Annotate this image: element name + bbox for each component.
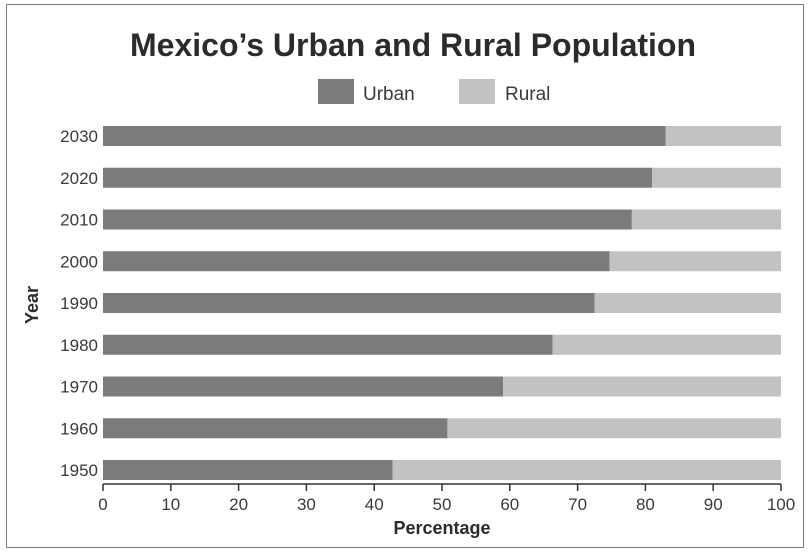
x-tick-label-10: 10 (161, 495, 180, 514)
bar-urban-1950 (103, 460, 393, 480)
bar-rural-2010 (631, 209, 781, 230)
bar-urban-2000 (103, 251, 610, 272)
legend-label-rural: Rural (505, 84, 550, 105)
chart-title: Mexico’s Urban and Rural Population (130, 27, 696, 63)
x-tick-label-90: 90 (704, 495, 723, 514)
bar-urban-1990 (103, 293, 595, 313)
x-tick-label-80: 80 (636, 495, 655, 514)
y-tick-label-1980: 1980 (60, 336, 98, 355)
y-tick-labels: 2030 2020 2010 2000 1990 1980 1970 1960 1950 (60, 127, 98, 480)
x-axis-title: Percentage (393, 518, 490, 538)
x-tick-label-100: 100 (767, 495, 795, 514)
x-tick-label-60: 60 (500, 495, 519, 514)
y-tick-label-1970: 1970 (60, 378, 98, 397)
legend-swatch-urban (318, 79, 354, 104)
x-tick-label-70: 70 (568, 495, 587, 514)
legend-label-urban: Urban (363, 84, 415, 105)
y-tick-label-1960: 1960 (60, 419, 98, 438)
bar-rural-1990 (594, 293, 781, 313)
bar-urban-2020 (103, 167, 653, 188)
bar-rural-1980 (552, 334, 781, 355)
bar-rural-1970 (503, 376, 781, 397)
x-tick-label-0: 0 (98, 495, 107, 514)
legend: Urban Rural (318, 79, 550, 105)
y-tick-label-2010: 2010 (60, 211, 98, 230)
y-tick-label-2030: 2030 (60, 127, 98, 146)
x-tick-label-30: 30 (297, 495, 316, 514)
bar-urban-2030 (103, 126, 666, 146)
x-ticks: 0 10 20 30 40 50 60 70 80 90 100 (98, 484, 795, 514)
y-tick-label-2000: 2000 (60, 252, 98, 271)
y-tick-label-2020: 2020 (60, 169, 98, 188)
bar-urban-1960 (103, 418, 448, 439)
bar-urban-1980 (103, 334, 553, 355)
bar-rural-1960 (447, 418, 781, 439)
bar-rural-2020 (652, 167, 781, 188)
y-axis-title: Year (22, 286, 42, 324)
bar-rural-1950 (392, 460, 781, 480)
bars (103, 126, 781, 480)
bar-rural-2000 (609, 251, 781, 272)
y-tick-label-1950: 1950 (60, 461, 98, 480)
x-tick-label-50: 50 (433, 495, 452, 514)
bar-rural-2030 (665, 126, 781, 146)
bar-urban-1970 (103, 376, 504, 397)
x-tick-label-40: 40 (365, 495, 384, 514)
y-tick-label-1990: 1990 (60, 294, 98, 313)
x-tick-label-20: 20 (229, 495, 248, 514)
chart-frame (6, 4, 804, 548)
bar-urban-2010 (103, 209, 632, 230)
legend-swatch-rural (459, 79, 495, 104)
